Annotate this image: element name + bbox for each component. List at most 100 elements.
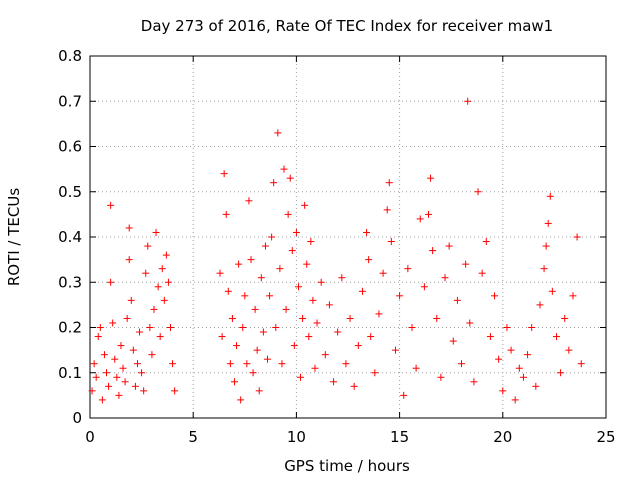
data-point xyxy=(164,278,172,286)
data-point xyxy=(224,287,232,295)
data-point xyxy=(325,301,333,309)
data-point xyxy=(441,274,449,282)
data-point xyxy=(350,382,358,390)
data-point xyxy=(552,333,560,341)
data-point xyxy=(276,265,284,273)
data-point xyxy=(379,269,387,277)
data-point xyxy=(363,228,371,236)
data-point xyxy=(424,210,432,218)
data-point xyxy=(115,391,123,399)
data-point xyxy=(282,305,290,313)
data-point xyxy=(577,360,585,368)
data-point xyxy=(288,247,296,255)
data-point xyxy=(158,265,166,273)
x-tick-label: 20 xyxy=(493,428,512,446)
x-tick-label: 5 xyxy=(188,428,198,446)
x-tick-label: 10 xyxy=(287,428,306,446)
data-point xyxy=(107,201,115,209)
data-point xyxy=(142,269,150,277)
x-tick-labels: 0 5 10 15 20 25 xyxy=(85,428,615,446)
data-point xyxy=(125,256,133,264)
data-point xyxy=(427,174,435,182)
data-point xyxy=(375,310,383,318)
data-point xyxy=(119,364,127,372)
data-point xyxy=(100,351,108,359)
data-point xyxy=(138,369,146,377)
y-tick-label: 0.4 xyxy=(58,228,82,246)
data-point xyxy=(127,296,135,304)
data-point xyxy=(303,260,311,268)
data-point xyxy=(98,396,106,404)
data-point xyxy=(228,314,236,322)
data-point xyxy=(107,278,115,286)
data-point xyxy=(387,238,395,246)
data-point xyxy=(305,333,313,341)
data-point xyxy=(241,292,249,300)
data-point xyxy=(257,274,265,282)
data-point xyxy=(519,373,527,381)
data-point xyxy=(88,387,96,395)
data-point xyxy=(162,251,170,259)
y-tick-label: 0.3 xyxy=(58,273,82,291)
data-point xyxy=(433,314,441,322)
data-point xyxy=(313,319,321,327)
data-point xyxy=(278,360,286,368)
data-point xyxy=(408,324,416,331)
data-point xyxy=(272,324,280,331)
data-point xyxy=(150,305,158,313)
y-axis-label: ROTI / TECUs xyxy=(5,188,23,286)
data-point xyxy=(495,355,503,363)
data-point xyxy=(309,296,317,304)
data-point xyxy=(358,287,366,295)
data-point xyxy=(297,373,305,381)
data-point xyxy=(464,97,472,105)
data-point xyxy=(113,373,121,381)
data-point xyxy=(226,360,234,368)
y-tick-label: 0.5 xyxy=(58,183,82,201)
data-point xyxy=(412,364,420,372)
data-point xyxy=(152,228,160,236)
x-tick-label: 25 xyxy=(596,428,615,446)
data-point xyxy=(342,360,350,368)
data-point xyxy=(429,247,437,255)
data-point xyxy=(218,333,226,341)
data-point xyxy=(511,396,519,404)
data-point xyxy=(140,387,148,395)
data-point xyxy=(449,337,457,345)
data-point xyxy=(166,324,174,331)
data-point xyxy=(499,387,507,395)
data-point xyxy=(299,314,307,322)
data-point xyxy=(330,378,338,386)
data-point xyxy=(129,346,137,354)
data-point xyxy=(131,382,139,390)
data-point xyxy=(109,319,117,327)
data-point xyxy=(111,355,119,363)
data-point xyxy=(237,396,245,404)
data-point xyxy=(561,314,569,322)
grid-lines xyxy=(90,56,606,418)
data-point xyxy=(148,351,156,359)
data-point xyxy=(321,351,329,359)
data-point xyxy=(453,296,461,304)
data-point xyxy=(90,360,98,368)
data-point xyxy=(121,378,129,386)
data-point xyxy=(160,296,168,304)
data-point xyxy=(491,292,499,300)
x-axis-label: GPS time / hours xyxy=(284,457,410,475)
y-tick-label: 0.7 xyxy=(58,92,82,110)
data-points xyxy=(88,97,585,404)
data-point xyxy=(507,346,515,354)
data-point xyxy=(548,287,556,295)
data-point xyxy=(284,210,292,218)
data-point xyxy=(253,346,261,354)
data-point xyxy=(546,192,554,200)
data-point xyxy=(243,360,251,368)
data-point xyxy=(247,256,255,264)
data-point xyxy=(400,391,408,399)
data-point xyxy=(317,278,325,286)
data-point xyxy=(222,210,230,218)
data-point xyxy=(255,387,263,395)
y-tick-label: 0 xyxy=(72,409,82,427)
data-point xyxy=(486,333,494,341)
